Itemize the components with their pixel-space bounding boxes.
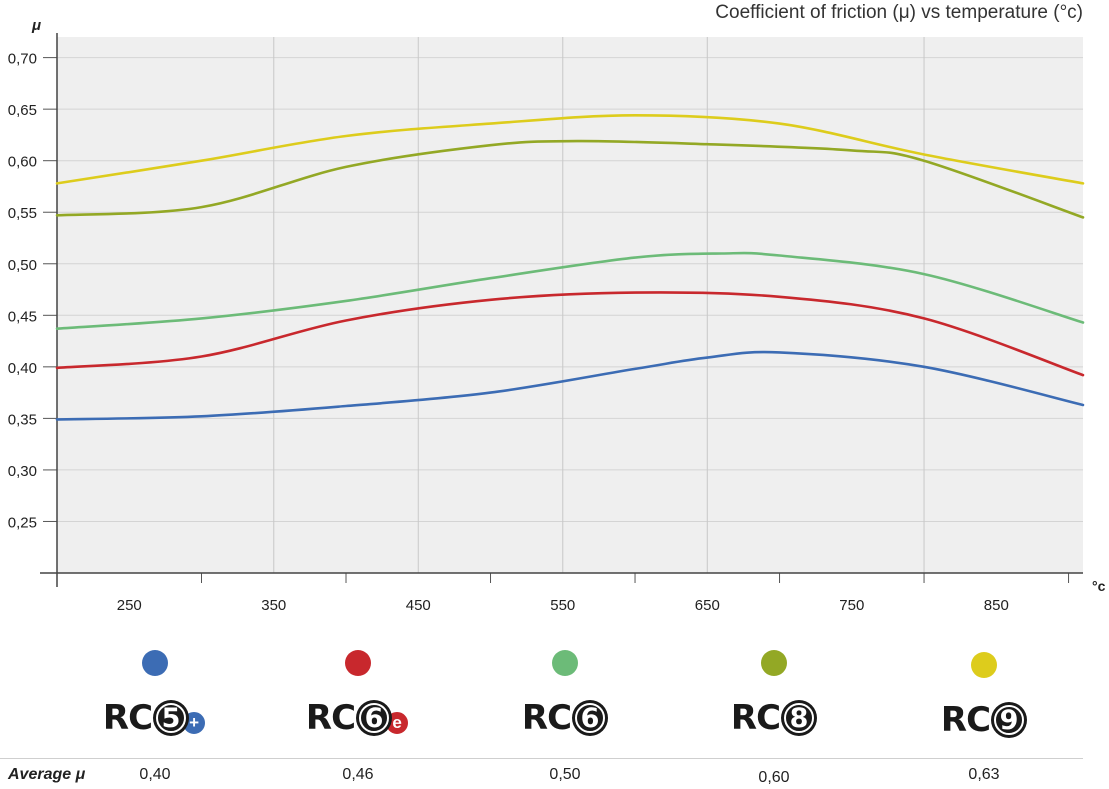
- logo-prefix: RC: [102, 698, 153, 738]
- series-line-rc6e: [55, 291, 1085, 377]
- grid: [57, 37, 1083, 573]
- y-tick-label: 0,70: [8, 51, 37, 68]
- plot-background: [57, 37, 1083, 573]
- average-value: 0,50: [549, 766, 581, 783]
- product-logo: RC 8: [730, 698, 818, 738]
- legend-dot: [971, 652, 997, 678]
- average-value: 0,63: [968, 766, 1000, 783]
- logo-prefix: RC: [730, 698, 781, 738]
- product-logo: RC 5 +: [102, 698, 208, 738]
- product-logo: RC 6: [521, 698, 609, 738]
- logo-number-badge: 6: [356, 700, 393, 736]
- average-value: 0,60: [758, 769, 790, 786]
- x-axis-label: °c: [1092, 578, 1106, 594]
- x-tick-label: 350: [261, 597, 286, 614]
- y-tick-label: 0,30: [8, 463, 37, 480]
- y-tick-label: 0,45: [8, 308, 37, 325]
- product-logo: RC 9: [940, 700, 1028, 740]
- logo-number-badge: 9: [991, 702, 1028, 738]
- series-line-rc8: [55, 139, 1085, 219]
- x-tick-label: 850: [984, 597, 1009, 614]
- y-tick-label: 0,40: [8, 360, 37, 377]
- axis-labels: 0,25 0,30 0,35 0,40 0,45 0,50 0,55 0,60 0,65 0,70…: [8, 17, 1106, 614]
- average-value: 0,40: [139, 766, 171, 783]
- y-tick-label: 0,55: [8, 205, 37, 222]
- average-value: 0,46: [342, 766, 374, 783]
- legend-item: RC 8: [674, 650, 874, 738]
- product-logo: RC 6 e: [305, 698, 411, 738]
- logo-number-badge: 6: [572, 700, 609, 736]
- legend-item: RC 9: [884, 652, 1084, 740]
- logo-prefix: RC: [521, 698, 572, 738]
- logo-number-badge: 8: [781, 700, 818, 736]
- legend-dot: [552, 650, 578, 676]
- axes: [40, 33, 1083, 587]
- legend-item: RC 6 e: [258, 650, 458, 738]
- x-tick-label: 250: [117, 597, 142, 614]
- y-tick-label: 0,50: [8, 257, 37, 274]
- series-line-rc6: [55, 251, 1085, 330]
- y-tick-label: 0,25: [8, 514, 37, 531]
- legend-dot: [761, 650, 787, 676]
- y-axis-label: μ: [31, 17, 41, 34]
- x-tick-label: 450: [406, 597, 431, 614]
- legend-dot: [345, 650, 371, 676]
- series-line-rc9: [55, 113, 1085, 185]
- chart-title: Coefficient of friction (μ) vs temperatu…: [715, 2, 1083, 23]
- average-label: Average μ: [8, 766, 86, 783]
- series-line-rc5plus: [55, 350, 1085, 421]
- legend-item: RC 6: [465, 650, 665, 738]
- y-tick-label: 0,65: [8, 102, 37, 119]
- y-tick-label: 0,60: [8, 154, 37, 171]
- friction-chart: 0,25 0,30 0,35 0,40 0,45 0,50 0,55 0,60 0,65 0,70…: [8, 17, 1106, 614]
- series-lines: [55, 113, 1085, 421]
- y-tick-label: 0,35: [8, 411, 37, 428]
- legend-item: RC 5 +: [55, 650, 255, 738]
- logo-prefix: RC: [940, 700, 991, 740]
- x-tick-label: 750: [839, 597, 864, 614]
- footer-divider: [0, 758, 1083, 759]
- x-tick-label: 650: [695, 597, 720, 614]
- legend-dot: [142, 650, 168, 676]
- logo-number-badge: 5: [153, 700, 190, 736]
- logo-prefix: RC: [305, 698, 356, 738]
- x-tick-label: 550: [550, 597, 575, 614]
